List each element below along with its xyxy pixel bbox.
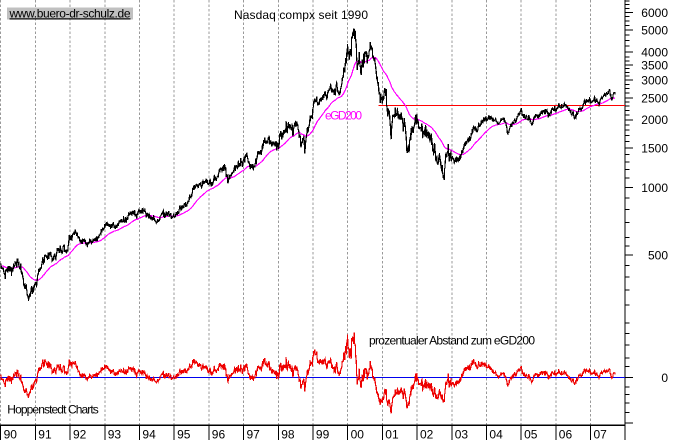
svg-text:91: 91 (38, 427, 52, 440)
svg-text:02: 02 (420, 427, 434, 440)
svg-text:3500: 3500 (641, 59, 668, 73)
svg-text:www.buero-dr-schulz.de: www.buero-dr-schulz.de (9, 6, 131, 20)
svg-text:Hoppenstedt Charts: Hoppenstedt Charts (7, 403, 99, 417)
svg-text:96: 96 (212, 427, 226, 440)
svg-text:eGD200: eGD200 (325, 108, 362, 122)
svg-text:93: 93 (108, 427, 122, 440)
svg-text:1000: 1000 (641, 181, 668, 195)
svg-text:3000: 3000 (641, 74, 668, 88)
svg-text:00: 00 (351, 427, 365, 440)
svg-text:01: 01 (385, 427, 399, 440)
svg-text:90: 90 (4, 427, 18, 440)
svg-text:500: 500 (648, 249, 668, 263)
svg-text:2500: 2500 (641, 91, 668, 105)
svg-text:94: 94 (142, 427, 156, 440)
svg-text:03: 03 (455, 427, 469, 440)
svg-text:5000: 5000 (641, 24, 668, 38)
svg-text:2000: 2000 (641, 113, 668, 127)
svg-text:prozentualer Abstand zum eGD20: prozentualer Abstand zum eGD200 (369, 333, 535, 347)
svg-text:97: 97 (247, 427, 261, 440)
svg-text:0: 0 (661, 371, 668, 385)
svg-text:4000: 4000 (641, 45, 668, 59)
svg-text:6000: 6000 (641, 6, 668, 20)
svg-text:04: 04 (489, 427, 503, 440)
svg-text:98: 98 (281, 427, 295, 440)
svg-text:07: 07 (594, 427, 608, 440)
svg-text:1500: 1500 (641, 141, 668, 155)
svg-text:06: 06 (559, 427, 573, 440)
svg-text:99: 99 (316, 427, 330, 440)
svg-text:92: 92 (73, 427, 87, 440)
svg-text:95: 95 (177, 427, 191, 440)
svg-text:Nasdaq compx seit 1990: Nasdaq compx seit 1990 (234, 8, 368, 22)
svg-text:05: 05 (524, 427, 538, 440)
